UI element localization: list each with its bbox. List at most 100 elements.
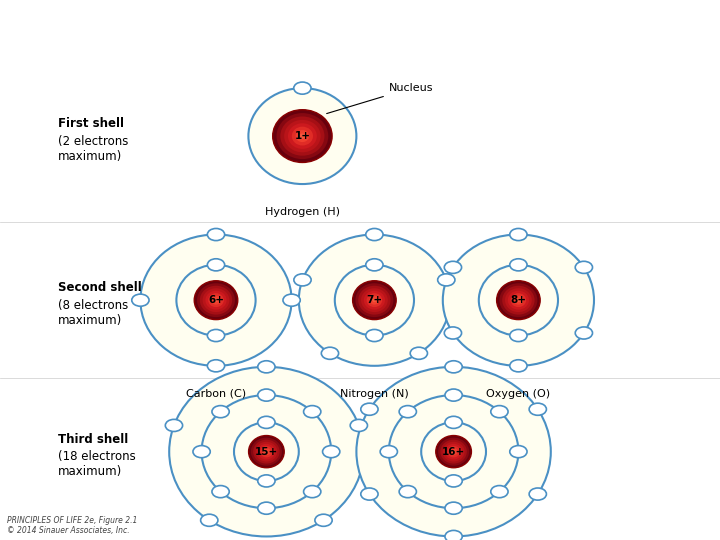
Text: First shell: First shell [58,117,124,130]
Ellipse shape [256,442,277,462]
Ellipse shape [284,120,320,152]
Ellipse shape [513,296,523,305]
Circle shape [510,360,527,372]
Ellipse shape [253,440,279,464]
Text: 8+: 8+ [510,295,526,305]
Ellipse shape [359,286,390,315]
Ellipse shape [421,422,486,481]
Circle shape [444,327,462,339]
Text: Nucleus: Nucleus [327,83,433,113]
Ellipse shape [447,446,460,457]
Ellipse shape [361,288,388,312]
Text: 16+: 16+ [442,447,465,457]
Circle shape [315,514,332,526]
Circle shape [323,446,340,458]
Ellipse shape [510,293,526,307]
Ellipse shape [208,293,224,307]
Circle shape [529,488,546,500]
Circle shape [575,261,593,273]
Text: Third shell: Third shell [58,433,128,446]
Ellipse shape [169,367,364,536]
Text: (18 electrons
maximum): (18 electrons maximum) [58,450,135,478]
Ellipse shape [516,298,521,302]
Ellipse shape [508,291,529,309]
Ellipse shape [288,123,317,149]
Ellipse shape [505,288,532,312]
Ellipse shape [497,281,540,320]
Circle shape [258,361,275,373]
Circle shape [304,406,321,418]
Ellipse shape [248,88,356,184]
Circle shape [258,475,275,487]
Ellipse shape [369,296,379,305]
Circle shape [445,361,462,373]
Circle shape [212,485,229,498]
Circle shape [445,530,462,540]
Text: 6+: 6+ [208,295,224,305]
Circle shape [166,420,183,431]
Ellipse shape [443,442,464,462]
Circle shape [399,485,416,498]
Circle shape [445,416,462,428]
Text: 15+: 15+ [255,447,278,457]
Ellipse shape [202,288,230,312]
Text: Nitrogen (N): Nitrogen (N) [340,389,409,399]
Ellipse shape [200,286,232,315]
Circle shape [491,406,508,418]
Ellipse shape [280,117,325,156]
Ellipse shape [194,281,238,320]
Circle shape [366,329,383,342]
Circle shape [258,502,275,514]
Circle shape [361,403,378,415]
Text: 1+: 1+ [294,131,310,141]
Circle shape [321,347,338,359]
Circle shape [207,228,225,241]
Circle shape [366,228,383,241]
Ellipse shape [335,265,414,335]
Ellipse shape [389,395,518,508]
Ellipse shape [364,291,385,309]
Ellipse shape [262,448,271,455]
Circle shape [529,403,546,415]
Ellipse shape [366,293,382,307]
Circle shape [445,389,462,401]
Text: 7+: 7+ [366,295,382,305]
Ellipse shape [258,444,275,460]
Circle shape [410,347,428,359]
Circle shape [575,327,593,339]
Ellipse shape [211,296,221,305]
Ellipse shape [449,448,458,455]
Ellipse shape [276,113,328,159]
Circle shape [510,329,527,342]
Circle shape [304,485,321,498]
Circle shape [445,502,462,514]
Ellipse shape [479,265,558,335]
Circle shape [350,420,367,431]
Ellipse shape [214,298,218,302]
Text: (2 electrons
maximum): (2 electrons maximum) [58,134,128,163]
Circle shape [445,475,462,487]
Circle shape [212,406,229,418]
Ellipse shape [202,395,331,508]
Ellipse shape [197,284,235,317]
Circle shape [444,261,462,273]
Ellipse shape [452,450,455,453]
Ellipse shape [292,127,313,145]
Ellipse shape [251,437,282,465]
Circle shape [201,514,218,526]
Circle shape [258,416,275,428]
Circle shape [294,82,311,94]
Circle shape [207,259,225,271]
Circle shape [380,446,397,458]
Text: Figure 2.1  Electron Shells: Figure 2.1 Electron Shells [9,12,207,27]
Circle shape [132,294,149,306]
Circle shape [510,446,527,458]
Ellipse shape [176,265,256,335]
Circle shape [438,274,455,286]
Circle shape [207,329,225,342]
Circle shape [258,389,275,401]
Ellipse shape [296,130,309,142]
Circle shape [366,259,383,271]
Text: (8 electrons
maximum): (8 electrons maximum) [58,299,128,327]
Ellipse shape [438,437,469,465]
